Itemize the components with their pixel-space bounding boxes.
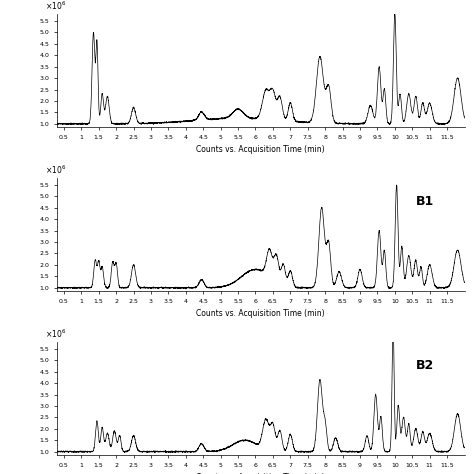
Text: $\times10^6$: $\times10^6$ [45, 164, 66, 176]
Text: B1: B1 [416, 195, 434, 208]
Text: B2: B2 [416, 359, 434, 372]
X-axis label: Counts vs. Acquisition Time (min): Counts vs. Acquisition Time (min) [196, 473, 325, 474]
Text: $\times10^6$: $\times10^6$ [45, 328, 66, 340]
X-axis label: Counts vs. Acquisition Time (min): Counts vs. Acquisition Time (min) [196, 310, 325, 319]
X-axis label: Counts vs. Acquisition Time (min): Counts vs. Acquisition Time (min) [196, 146, 325, 155]
Text: $\times10^6$: $\times10^6$ [45, 0, 66, 12]
